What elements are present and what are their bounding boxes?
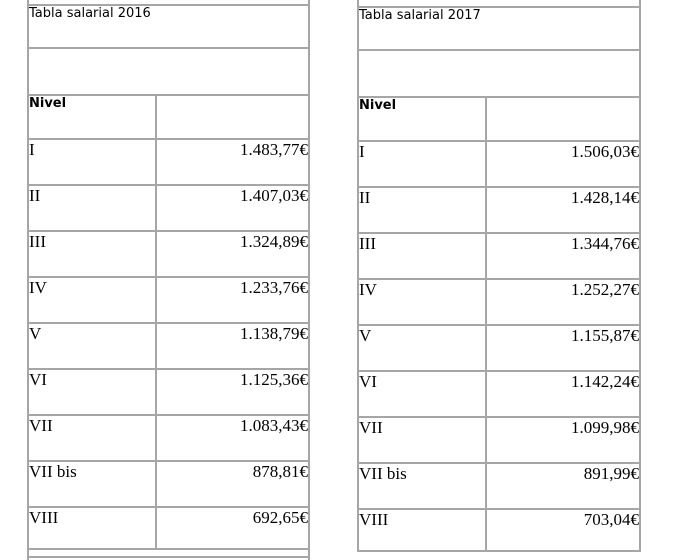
stub-cell [27, 556, 310, 560]
level-cell: III [357, 232, 487, 280]
header-nivel: Nivel [27, 94, 157, 140]
level-cell: VII bis [357, 462, 487, 510]
level-cell: V [27, 322, 157, 370]
table-row-spacer-small [27, 548, 310, 558]
table-header-row: Nivel [27, 94, 310, 140]
table-row: III 1.344,76€ [357, 232, 641, 280]
table-row: II 1.428,14€ [357, 186, 641, 234]
level-cell: VI [357, 370, 487, 418]
table-row: IV 1.252,27€ [357, 278, 641, 326]
level-cell: VII [357, 416, 487, 464]
table-row: I 1.483,77€ [27, 138, 310, 186]
level-cell: VII [27, 414, 157, 462]
stub-cell [27, 0, 310, 6]
salary-table-2017: Tabla salarial 2017 Nivel I 1.506,03€ II… [357, 0, 641, 552]
spacer-cell [357, 49, 641, 98]
salary-cell: 1.138,79€ [155, 322, 310, 370]
level-cell: VII bis [27, 460, 157, 508]
level-cell: II [357, 186, 487, 234]
table-row: VII bis 878,81€ [27, 460, 310, 508]
table-row: I 1.506,03€ [357, 140, 641, 188]
table-row: V 1.155,87€ [357, 324, 641, 372]
table-row-stub-top [27, 0, 310, 6]
salary-cell: 878,81€ [155, 460, 310, 508]
table-row-spacer [357, 49, 641, 98]
table-row: VIII 703,04€ [357, 508, 641, 552]
level-cell: V [357, 324, 487, 372]
salary-cell: 1.155,87€ [485, 324, 641, 372]
level-cell: VIII [357, 508, 487, 552]
table-row-stub-top [357, 0, 641, 8]
header-value-empty [485, 96, 641, 142]
salary-table-2017-wrapper: Tabla salarial 2017 Nivel I 1.506,03€ II… [357, 0, 641, 552]
salary-cell: 1.233,76€ [155, 276, 310, 324]
salary-cell: 1.428,14€ [485, 186, 641, 234]
table-row-stub-bottom [27, 556, 310, 560]
table-title-row: Tabla salarial 2017 [357, 6, 641, 51]
table-row: V 1.138,79€ [27, 322, 310, 370]
level-cell: III [27, 230, 157, 278]
salary-cell: 891,99€ [485, 462, 641, 510]
salary-cell: 1.252,27€ [485, 278, 641, 326]
level-cell: IV [357, 278, 487, 326]
table-row: IV 1.233,76€ [27, 276, 310, 324]
salary-cell: 703,04€ [485, 508, 641, 552]
level-cell: I [357, 140, 487, 188]
table-row: VII 1.083,43€ [27, 414, 310, 462]
salary-cell: 1.083,43€ [155, 414, 310, 462]
salary-cell: 1.324,89€ [155, 230, 310, 278]
salary-cell: 1.483,77€ [155, 138, 310, 186]
salary-cell: 1.099,98€ [485, 416, 641, 464]
salary-cell: 1.142,24€ [485, 370, 641, 418]
table-row: VI 1.142,24€ [357, 370, 641, 418]
level-cell: VI [27, 368, 157, 416]
salary-cell: 1.506,03€ [485, 140, 641, 188]
table-row-spacer [27, 47, 310, 96]
salary-cell: 1.407,03€ [155, 184, 310, 232]
table-title-row: Tabla salarial 2016 [27, 4, 310, 49]
level-cell: I [27, 138, 157, 186]
spacer-cell [27, 548, 310, 558]
table-row: VIII 692,65€ [27, 506, 310, 550]
table-header-row: Nivel [357, 96, 641, 142]
salary-cell: 1.344,76€ [485, 232, 641, 280]
header-nivel: Nivel [357, 96, 487, 142]
spacer-cell [27, 47, 310, 96]
level-cell: IV [27, 276, 157, 324]
salary-table-2016-wrapper: Tabla salarial 2016 Nivel I 1.483,77€ II… [27, 0, 310, 560]
salary-table-2016: Tabla salarial 2016 Nivel I 1.483,77€ II… [27, 0, 310, 560]
stub-cell [357, 0, 641, 8]
table-row: II 1.407,03€ [27, 184, 310, 232]
table-row: VII 1.099,98€ [357, 416, 641, 464]
table-row: VI 1.125,36€ [27, 368, 310, 416]
salary-cell: 692,65€ [155, 506, 310, 550]
table-row: III 1.324,89€ [27, 230, 310, 278]
table-row: VII bis 891,99€ [357, 462, 641, 510]
table-title: Tabla salarial 2017 [357, 6, 641, 51]
salary-cell: 1.125,36€ [155, 368, 310, 416]
table-title: Tabla salarial 2016 [27, 4, 310, 49]
level-cell: VIII [27, 506, 157, 550]
level-cell: II [27, 184, 157, 232]
header-value-empty [155, 94, 310, 140]
